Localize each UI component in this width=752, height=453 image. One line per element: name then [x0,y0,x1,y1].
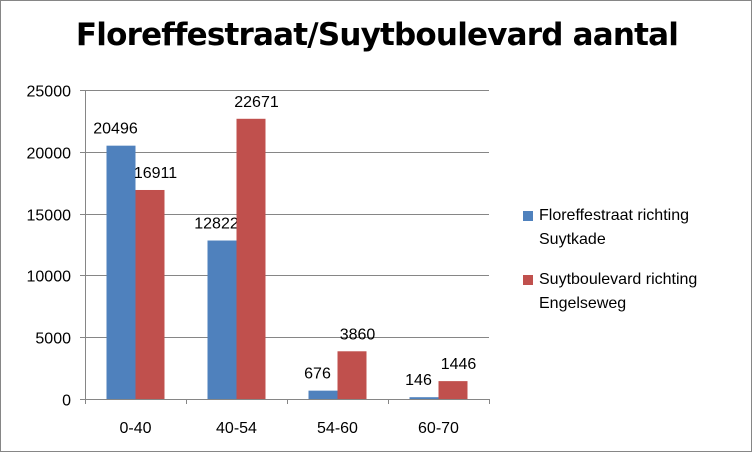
legend-label: Floreffestraat richting Suytkade [539,207,689,248]
legend-swatch [523,275,533,285]
data-label: 22671 [234,94,279,111]
x-tick-label: 54-60 [317,420,358,437]
bar-1-60-70[interactable] [409,397,439,399]
y-tick-label: 15000 [27,208,72,225]
legend-item[interactable]: Floreffestraat richting Suytkade [523,204,748,252]
legend-item[interactable]: Suytboulevard richting Engelseweg [523,268,748,316]
data-label: 16911 [134,165,177,182]
data-label: 676 [304,366,331,383]
bar-1-0-40[interactable] [106,145,136,399]
data-label: 1446 [441,356,477,373]
y-tick-label: 20000 [27,146,72,163]
bar-2-40-54[interactable] [236,118,266,399]
x-tick-label: 0-40 [119,420,151,437]
legend-swatch [523,211,533,221]
y-tick-label: 25000 [27,84,72,101]
bar-1-54-60[interactable] [308,390,338,399]
data-label: 3860 [340,326,376,343]
chart-legend: Floreffestraat richting Suytkade Suytboul… [523,204,748,332]
bar-2-60-70[interactable] [438,381,468,399]
bar-2-54-60[interactable] [337,351,367,399]
y-tick-label: 5000 [35,331,71,348]
x-tick-label: 40-54 [216,420,257,437]
bar-1-40-54[interactable] [207,240,237,399]
chart-title: Floreffestraat/Suytboulevard aantal [75,17,679,53]
x-tick-label: 60-70 [418,420,459,437]
y-tick-label: 10000 [27,269,72,286]
data-label: 20496 [93,121,138,138]
legend-label: Suytboulevard richting Engelseweg [539,271,698,312]
y-tick-label: 0 [62,393,71,410]
bar-2-0-40[interactable] [135,189,165,399]
data-label: 146 [405,372,432,389]
data-label: 12822 [194,216,239,233]
